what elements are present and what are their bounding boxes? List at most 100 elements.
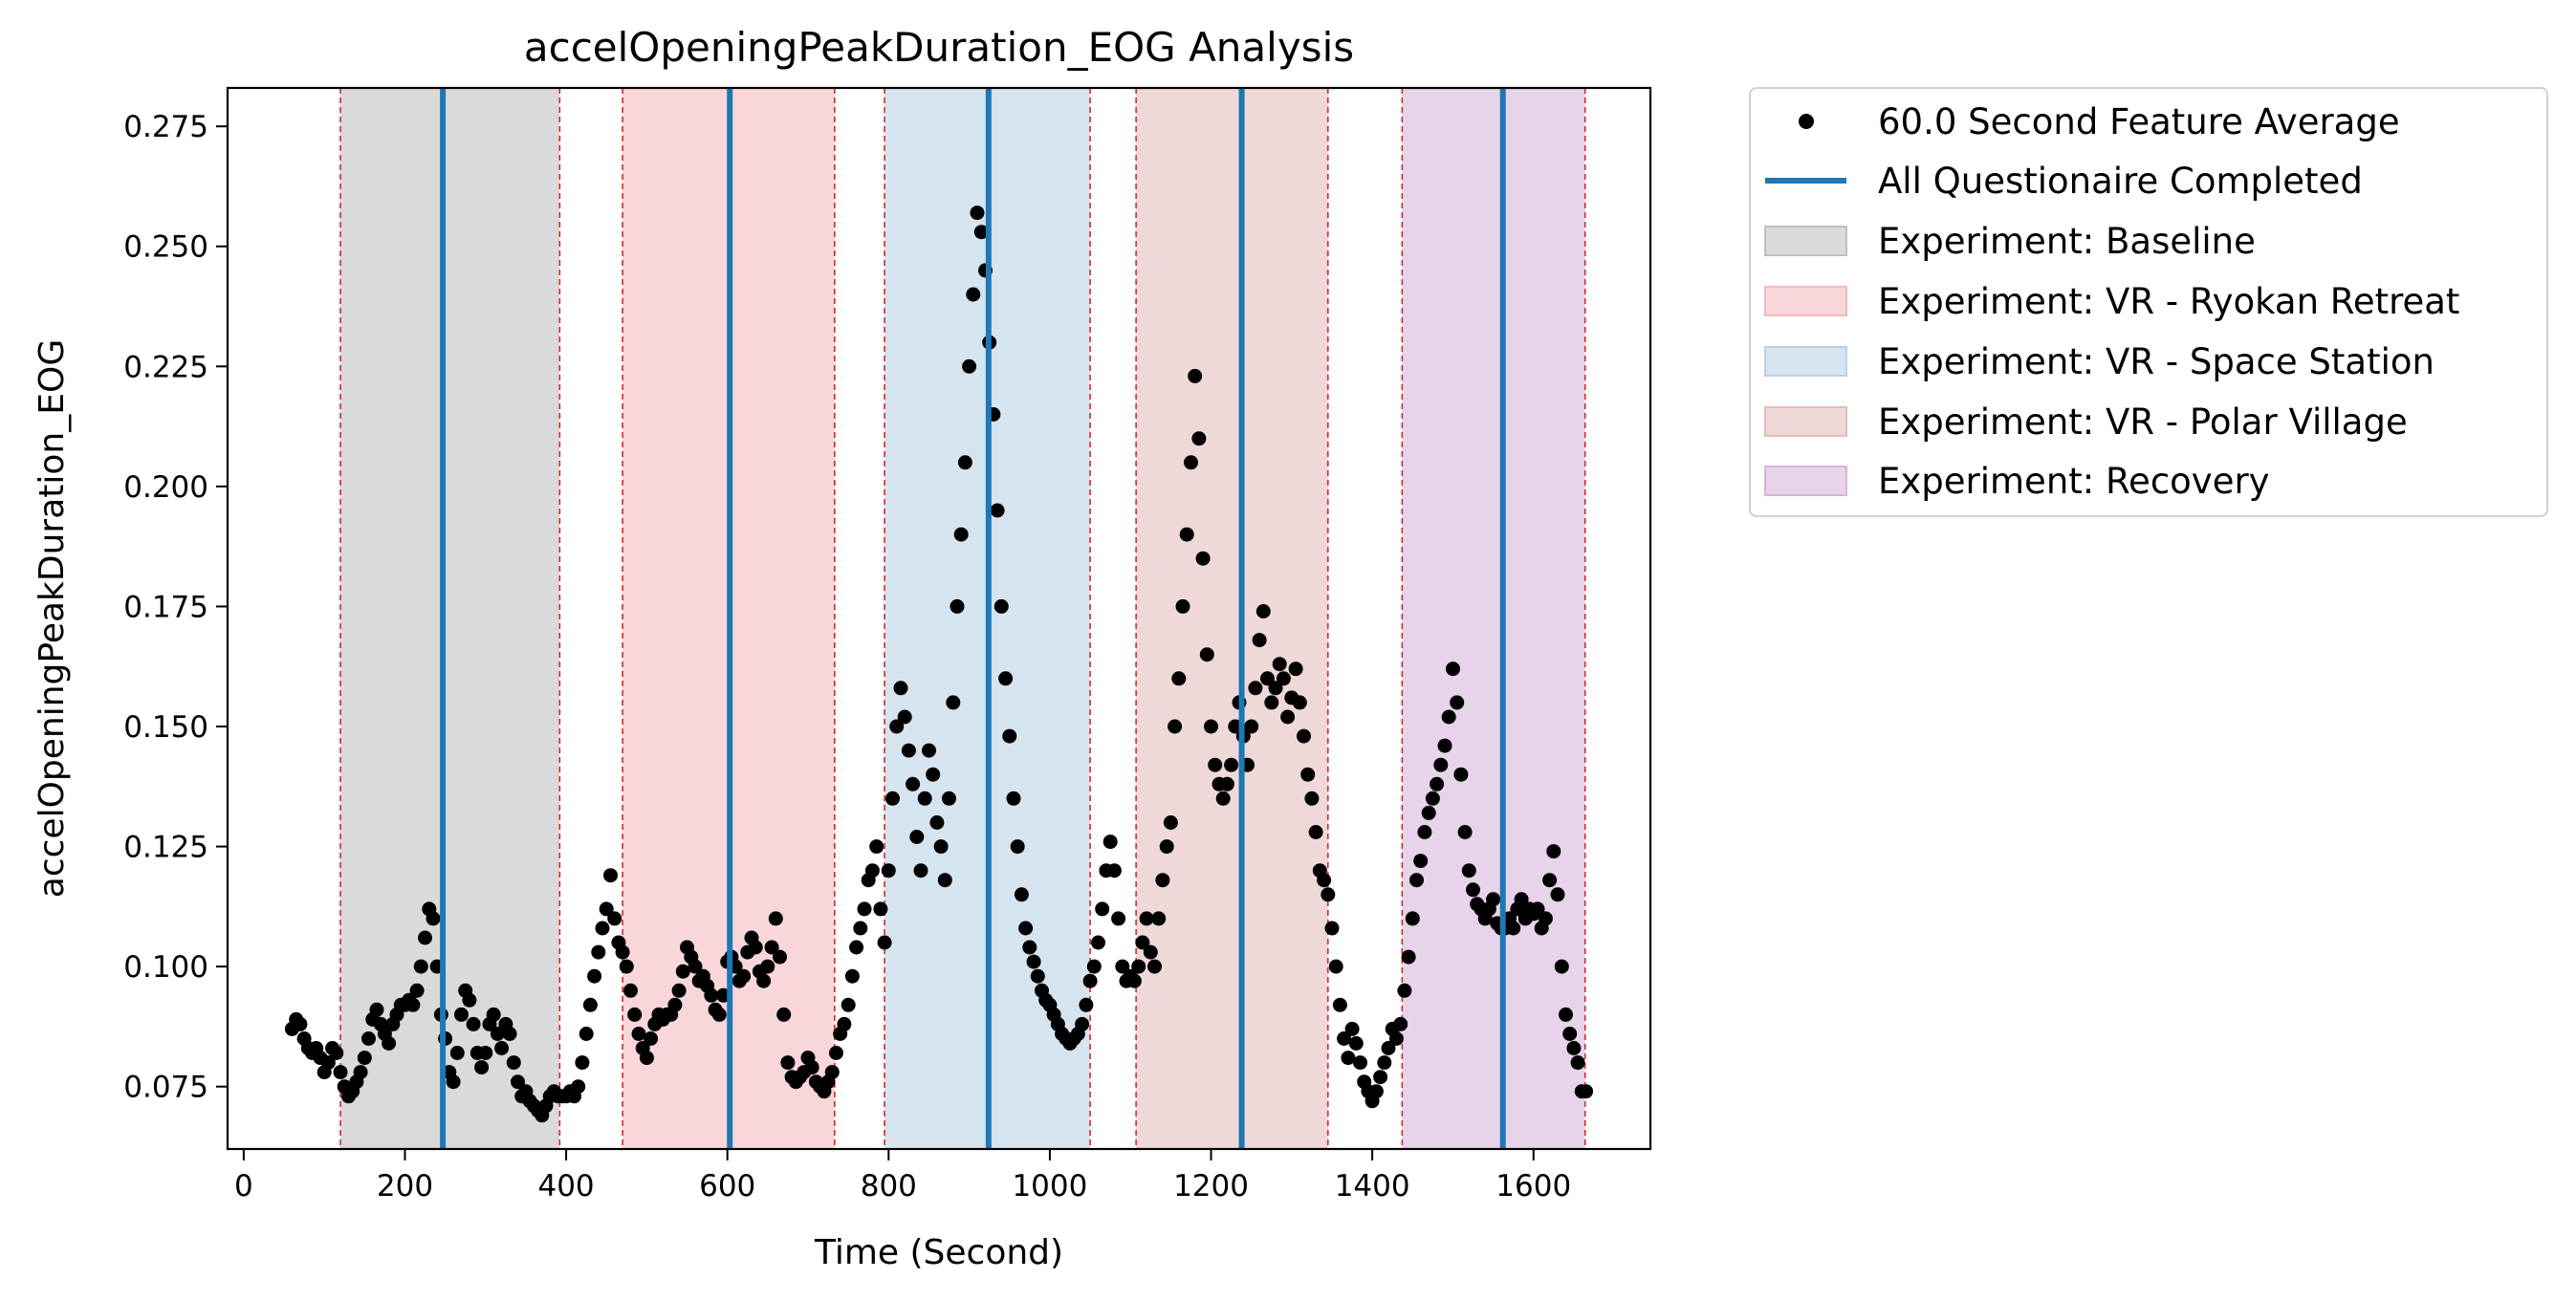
data-point [1095,901,1110,917]
y-tick-label: 0.175 [123,590,208,624]
data-point [575,1055,590,1071]
data-point [1126,973,1142,988]
data-point [1171,671,1187,686]
data-point [1075,1016,1090,1031]
region-boundaries [339,88,1586,1149]
data-point [933,839,949,855]
data-point [667,997,683,1012]
region-span-5 [1402,88,1585,1149]
data-point [409,983,425,998]
data-point [748,940,763,955]
data-point [1030,968,1045,984]
data-point [1433,757,1449,772]
data-point [1026,954,1041,969]
y-tick-label: 0.150 [123,710,208,745]
data-point [631,1027,646,1041]
data-point [1461,863,1476,878]
data-point [926,767,941,782]
data-point [361,1031,376,1046]
data-point [881,863,896,878]
data-point [1079,997,1094,1012]
data-point [329,1046,344,1060]
data-point [776,1007,792,1022]
data-point [1264,695,1279,710]
plot-frame [226,86,1652,1151]
data-point [1409,873,1424,888]
y-tick-label: 0.225 [123,350,208,384]
data-point [1219,776,1234,791]
data-point [1260,671,1275,686]
data-point [1570,1055,1585,1071]
data-point [478,1046,493,1060]
data-point [449,1046,465,1060]
data-point [1554,959,1569,974]
data-point [893,681,908,696]
data-point [1135,935,1150,950]
data-point [333,1065,348,1080]
data-point [1163,815,1178,830]
data-point [486,1007,501,1022]
legend-marker-6 [1764,406,1847,437]
data-point [1292,695,1307,710]
data-point [1425,791,1440,806]
data-point [773,949,787,965]
data-point [1579,1084,1594,1099]
data-point [1272,657,1287,672]
data-point [1224,757,1239,772]
data-point [1321,887,1336,902]
data-point [1328,959,1343,974]
x-tick-label: 600 [699,1169,755,1203]
y-axis: 0.075 0.100 0.125 0.150 0.175 0.200 0.225 0.250… [123,110,228,1105]
data-point [1191,431,1207,446]
data-point [1393,1016,1408,1031]
data-point [1188,368,1203,383]
data-point [320,1055,336,1071]
data-point [1010,839,1025,855]
y-tick-label: 0.250 [123,230,208,265]
data-point [1538,911,1553,926]
data-point [582,997,598,1012]
data-point [623,983,638,998]
data-point [1324,921,1340,936]
data-point [418,930,432,945]
legend-marker-5 [1764,346,1847,377]
data-point [937,873,952,888]
y-tick-label: 0.200 [123,470,208,505]
data-point [1441,709,1456,725]
chart-title: accelOpeningPeakDuration_EOG Analysis [524,24,1354,71]
data-point [942,791,956,806]
data-point [946,695,961,710]
data-point [711,1007,727,1022]
legend-label-4: Experiment: VR - Ryokan Retreat [1878,281,2459,322]
data-point [1268,681,1283,696]
data-point [824,1065,840,1080]
data-point [1204,719,1218,734]
data-point [1332,997,1347,1012]
data-point [587,968,602,984]
data-point [1111,911,1126,926]
data-point [644,1031,659,1046]
data-point [405,997,421,1012]
data-point [962,358,977,374]
feature-average-points [284,206,1594,1123]
data-point [1348,1036,1364,1051]
data-point [426,911,441,926]
data-point [1199,647,1214,662]
data-point [1014,887,1029,902]
data-point [446,1074,461,1090]
data-point [1450,695,1465,710]
data-point [511,1074,525,1090]
data-point [1006,791,1021,806]
data-point [454,1007,469,1022]
data-point [1304,791,1320,806]
data-point [615,944,630,960]
data-point [922,743,936,758]
data-point [780,1055,796,1071]
data-point [1566,1041,1582,1055]
data-point [1300,767,1316,782]
data-point [1486,892,1501,907]
data-point [840,997,856,1012]
data-point [844,968,860,984]
x-tick-label: 0 [234,1169,253,1203]
